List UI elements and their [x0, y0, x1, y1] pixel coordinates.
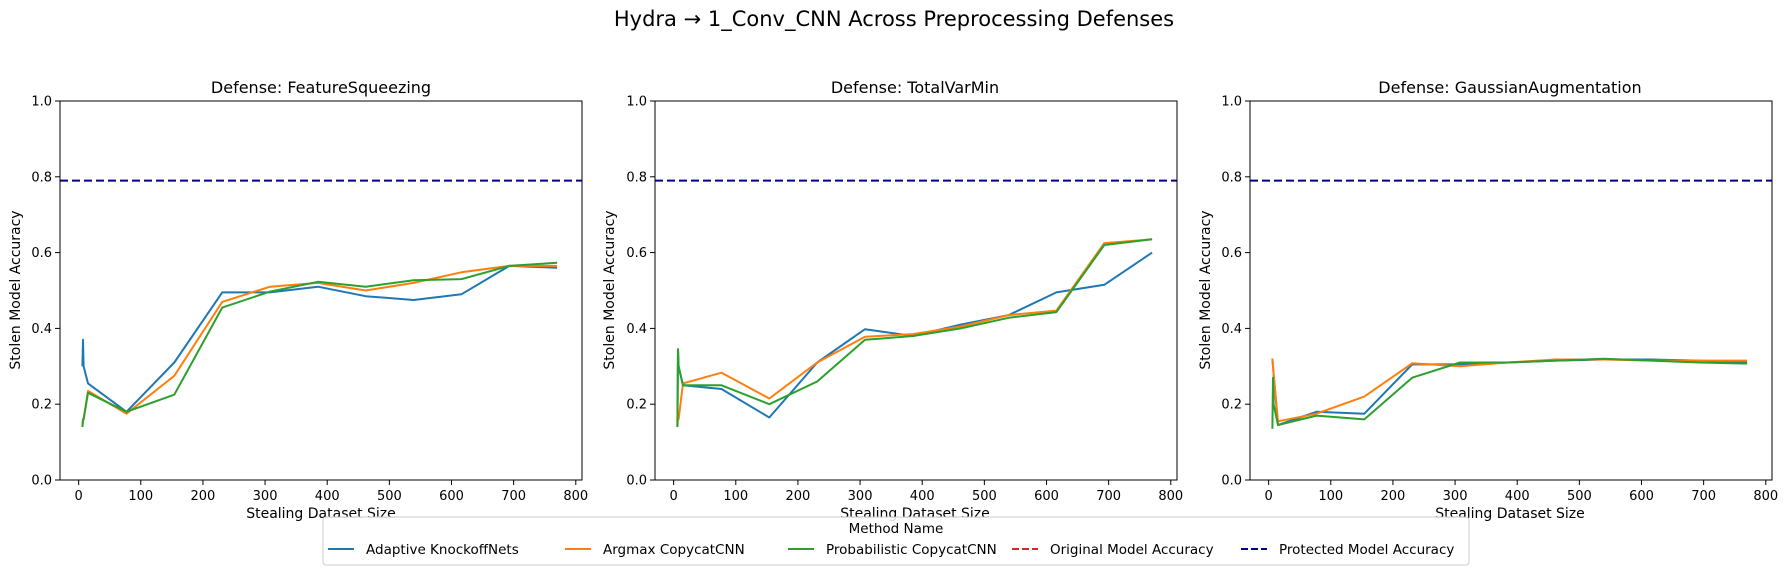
x-tick-label: 200: [1381, 489, 1406, 504]
legend: Method Name Adaptive KnockoffNets Argmax …: [322, 516, 1470, 566]
x-tick-label: 600: [439, 489, 464, 504]
legend-label: Argmax CopycatCNN: [603, 542, 745, 558]
x-tick-label: 400: [1505, 489, 1530, 504]
x-tick-label: 600: [1034, 489, 1059, 504]
legend-label: Original Model Accuracy: [1050, 542, 1214, 558]
y-tick-label: 1.0: [626, 95, 647, 110]
y-tick-label: 0.8: [626, 170, 647, 185]
axes-frame: [1249, 100, 1773, 481]
y-tick-label: 0.6: [31, 246, 52, 261]
legend-label: Adaptive KnockoffNets: [366, 542, 519, 558]
series-line-adaptive-knockoffnets: [81, 264, 558, 413]
x-tick-label: 400: [910, 489, 935, 504]
x-tick-label: 600: [1629, 489, 1654, 504]
x-tick-label: 500: [972, 489, 997, 504]
x-tick-label: 500: [1567, 489, 1592, 504]
x-tick-label: 700: [1096, 489, 1121, 504]
x-tick-label: 500: [377, 489, 402, 504]
x-tick-label: 0: [1265, 489, 1273, 504]
y-tick-label: 0.2: [31, 398, 52, 413]
figure-suptitle: Hydra → 1_Conv_CNN Across Preprocessing …: [614, 7, 1174, 32]
y-tick-label: 0.8: [31, 170, 52, 185]
x-tick-label: 100: [1318, 489, 1343, 504]
y-tick-label: 0.4: [626, 322, 647, 337]
y-tick-label: 0.4: [1221, 322, 1242, 337]
y-tick-label: 0.0: [1221, 474, 1242, 489]
series-line-probabilistic-copycatcnn: [676, 238, 1153, 427]
subplot-title: Defense: GaussianAugmentation: [1378, 78, 1641, 97]
y-axis-label: Stolen Model Accuracy: [602, 210, 618, 369]
subplot-gaussianaugmentation: Defense: GaussianAugmentation Stealing D…: [1198, 78, 1778, 522]
legend-label: Probabilistic CopycatCNN: [826, 542, 997, 558]
x-tick-label: 700: [1691, 489, 1716, 504]
y-tick-label: 0.0: [31, 474, 52, 489]
y-axis-label: Stolen Model Accuracy: [1198, 210, 1214, 369]
x-tick-label: 300: [848, 489, 873, 504]
series-line-adaptive-knockoffnets: [1271, 358, 1748, 426]
legend-label: Protected Model Accuracy: [1279, 542, 1454, 558]
x-tick-label: 700: [501, 489, 526, 504]
y-tick-label: 1.0: [31, 95, 52, 110]
axes-frame: [59, 100, 583, 481]
x-tick-label: 100: [128, 489, 153, 504]
y-tick-label: 0.0: [626, 474, 647, 489]
series-line-probabilistic-copycatcnn: [1271, 357, 1748, 429]
y-axis-label: Stolen Model Accuracy: [8, 210, 24, 369]
legend-frame: [322, 516, 1470, 566]
x-tick-label: 800: [1753, 489, 1778, 504]
x-tick-label: 0: [75, 489, 83, 504]
x-tick-label: 200: [786, 489, 811, 504]
y-tick-label: 1.0: [1221, 95, 1242, 110]
subplot-totalvarmin: Defense: TotalVarMin Stealing Dataset Si…: [602, 78, 1183, 522]
x-tick-label: 300: [253, 489, 278, 504]
x-tick-label: 800: [563, 489, 588, 504]
y-tick-label: 0.6: [626, 246, 647, 261]
axes-frame: [654, 100, 1178, 481]
series-line-probabilistic-copycatcnn: [81, 261, 558, 427]
x-tick-label: 400: [315, 489, 340, 504]
y-tick-label: 0.2: [1221, 398, 1242, 413]
x-tick-label: 200: [191, 489, 216, 504]
y-tick-label: 0.8: [1221, 170, 1242, 185]
x-tick-label: 300: [1443, 489, 1468, 504]
x-tick-label: 0: [670, 489, 678, 504]
series-line-argmax-copycatcnn: [676, 238, 1153, 427]
subplot-title: Defense: TotalVarMin: [831, 78, 999, 97]
x-axis-label: Stealing Dataset Size: [1435, 506, 1585, 522]
subplot-featuresqueezing: Defense: FeatureSqueezing Stealing Datas…: [8, 78, 588, 522]
legend-title: Method Name: [849, 521, 944, 537]
subplot-title: Defense: FeatureSqueezing: [211, 78, 431, 97]
y-tick-label: 0.4: [31, 322, 52, 337]
y-tick-label: 0.6: [1221, 246, 1242, 261]
y-tick-label: 0.2: [626, 398, 647, 413]
x-tick-label: 100: [723, 489, 748, 504]
x-tick-label: 800: [1158, 489, 1183, 504]
